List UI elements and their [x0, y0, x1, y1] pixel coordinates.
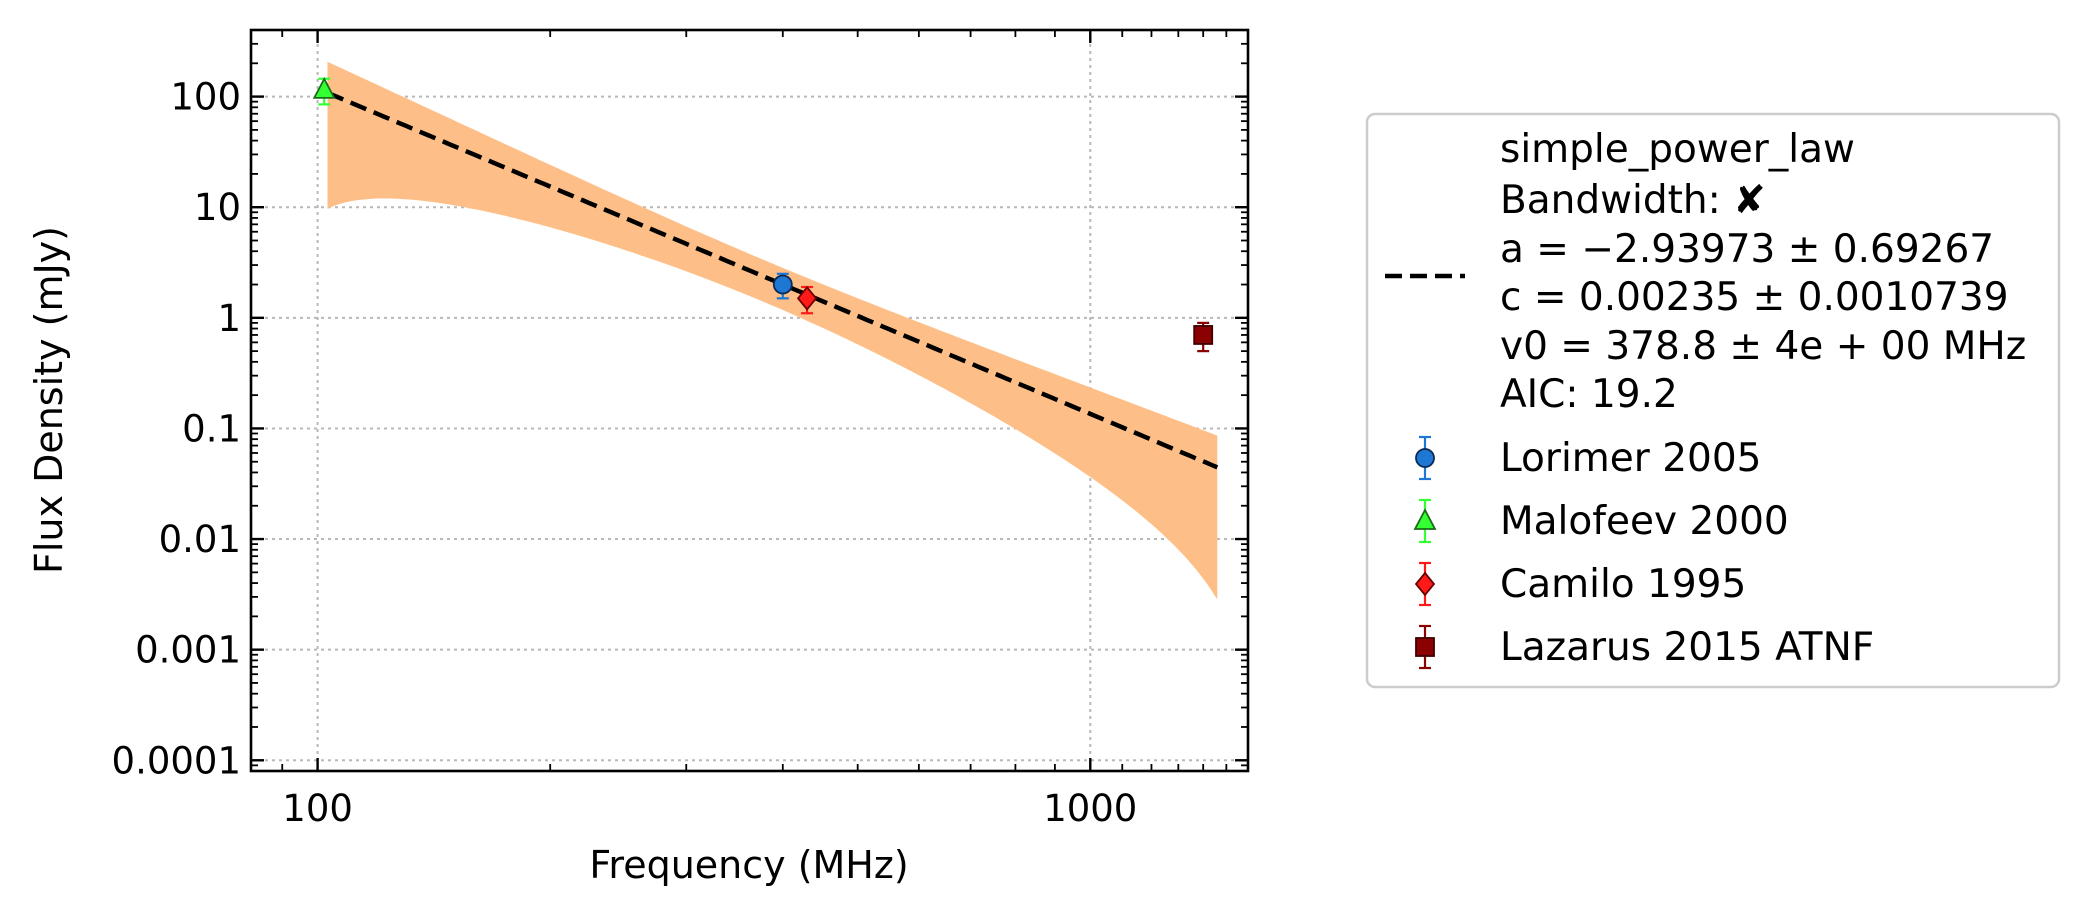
- legend-marker: [1415, 448, 1435, 468]
- legend-fit-bandwidth: Bandwidth: ✘: [1500, 178, 1766, 223]
- legend-fit-param-a: a = −2.93973 ± 0.69267: [1500, 227, 1994, 272]
- legend-marker: [1415, 637, 1435, 657]
- x-tick-label: 1000: [1043, 787, 1137, 830]
- legend-marker: [1414, 571, 1436, 597]
- data-point: [772, 274, 793, 295]
- fit-line: [326, 90, 1219, 470]
- grid: [251, 30, 1248, 771]
- plot-frame: [249, 28, 1250, 773]
- y-tick-label: 0.001: [135, 629, 241, 672]
- data-points: [312, 76, 1214, 353]
- data-point: [312, 76, 336, 99]
- legend-fit-param-c: c = 0.00235 ± 0.0010739: [1500, 275, 2009, 320]
- axis-ticks: [251, 30, 1248, 771]
- y-tick-label: 100: [170, 76, 241, 119]
- legend-fit-aic: AIC: 19.2: [1500, 372, 1678, 417]
- tick-labels: 100 1000 100 10 1 0.1 0.01 0.001 0.0001: [112, 76, 1138, 830]
- legend-label-malofeev: Malofeev 2000: [1500, 499, 1789, 544]
- fit-line-group: [326, 90, 1219, 470]
- data-point: [796, 285, 818, 311]
- y-tick-label: 0.01: [159, 518, 241, 561]
- y-tick-label: 1: [217, 297, 241, 340]
- x-axis-label: Frequency (MHz): [589, 843, 908, 887]
- fit-uncertainty-band-group: [327, 61, 1218, 600]
- legend-label-camilo: Camilo 1995: [1500, 562, 1746, 607]
- data-point: [1193, 325, 1214, 345]
- y-tick-label: 10: [194, 186, 241, 229]
- y-tick-label: 0.1: [182, 407, 241, 450]
- legend-label-lorimer: Lorimer 2005: [1500, 436, 1761, 481]
- legend-fit-name: simple_power_law: [1500, 127, 1855, 172]
- fit-uncertainty-band: [327, 61, 1218, 600]
- y-axis-label: Flux Density (mJy): [27, 226, 71, 574]
- legend-box: [1365, 112, 2061, 689]
- legend: simple_power_law Bandwidth: ✘ a = −2.939…: [1365, 112, 2061, 689]
- legend-fit-param-v0: v0 = 378.8 ± 4e + 00 MHz: [1500, 324, 2026, 369]
- legend-marker: [1413, 508, 1437, 530]
- legend-label-lazarus: Lazarus 2015 ATNF: [1500, 625, 1874, 670]
- x-tick-label: 100: [282, 787, 353, 830]
- y-tick-label: 0.0001: [112, 739, 241, 782]
